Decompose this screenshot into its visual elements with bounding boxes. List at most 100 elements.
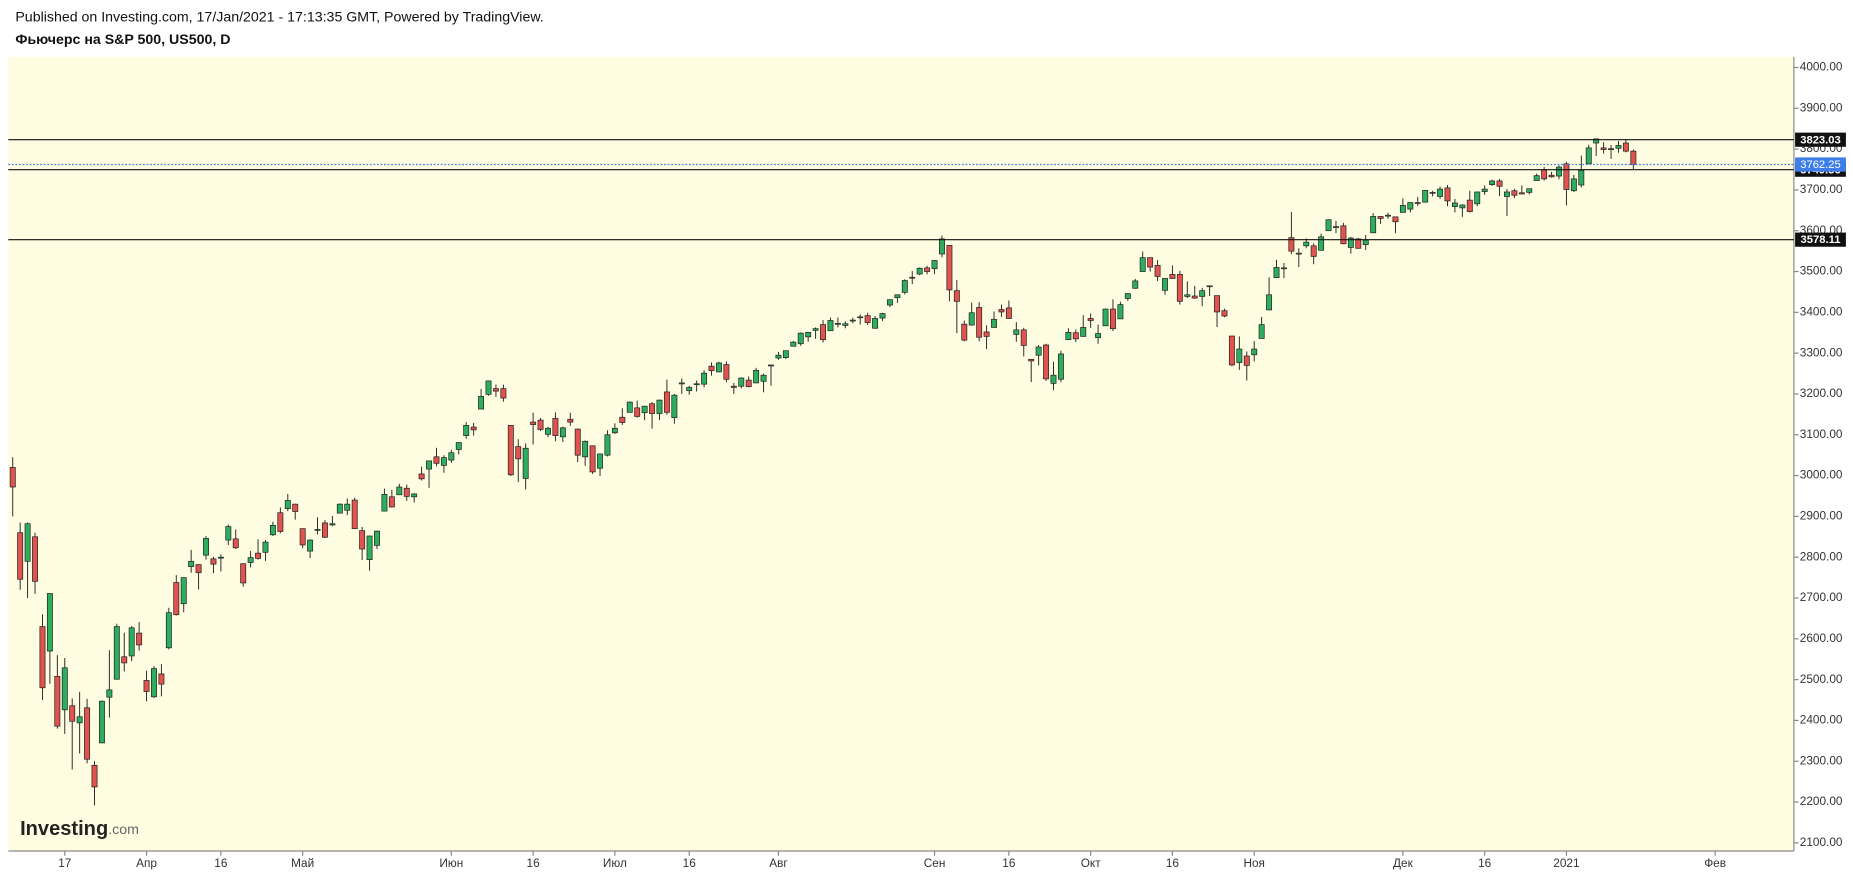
candle-body [1496, 180, 1503, 187]
candle-body [485, 380, 492, 395]
level-label-bg [1795, 132, 1846, 147]
candle-body [693, 383, 700, 386]
candle-body [232, 538, 239, 549]
candle-body [1622, 142, 1629, 152]
y-tick-label: 2500.00 [1800, 672, 1843, 686]
brand-name: Investing [20, 818, 108, 840]
candle-body [225, 526, 232, 541]
candle-body [775, 354, 782, 359]
y-tick-label: 2900.00 [1800, 509, 1843, 523]
candle-body [812, 328, 819, 331]
candle-body [121, 656, 128, 664]
candle-body [448, 452, 455, 461]
candle-body [886, 299, 893, 306]
candle-body [195, 564, 202, 574]
candle-body [604, 434, 611, 456]
candle-body [1258, 324, 1265, 339]
x-tick-label: 16 [527, 856, 541, 870]
candle-body [1013, 329, 1020, 335]
candle-body [1184, 294, 1191, 297]
candle-body [820, 324, 826, 341]
candle-body [745, 379, 752, 387]
candle-body [1459, 204, 1466, 209]
candle-body [1080, 327, 1087, 337]
candle-body [730, 385, 737, 388]
candle-body [262, 541, 269, 553]
x-tick-label: Июл [603, 856, 627, 870]
candle-body [1050, 374, 1057, 384]
candle-body [790, 341, 797, 347]
candle-body [1065, 331, 1072, 341]
candle-body [701, 372, 708, 385]
x-tick-label: Дек [1393, 856, 1414, 870]
candle-body [1630, 150, 1637, 165]
candle-body [32, 536, 38, 582]
candle-body [1600, 147, 1607, 150]
candle-body [515, 446, 522, 460]
candle-body [998, 309, 1005, 313]
candle-body [247, 557, 254, 563]
candle-body [240, 563, 247, 584]
x-tick-label: 2021 [1553, 856, 1579, 870]
candle-body [336, 503, 343, 514]
candle-body [805, 331, 812, 338]
candle-body [961, 323, 968, 341]
candle-body [797, 332, 804, 345]
candle-body [1615, 145, 1622, 149]
candle-body [1377, 216, 1384, 219]
published-note: Published on Investing.com, 17/Jan/2021 … [15, 10, 543, 26]
candle-body [284, 500, 291, 509]
candle-body [931, 260, 938, 270]
candle-body [968, 312, 975, 326]
candles [9, 138, 1637, 806]
chart-title: Фьючерс на S&P 500, US500, D [15, 32, 230, 48]
candle-body [1333, 226, 1339, 228]
candle-body [1362, 239, 1369, 245]
candle-body [292, 503, 299, 512]
candle-body [678, 382, 685, 385]
y-tick-label: 4000.00 [1800, 60, 1843, 74]
x-tick-label: Май [291, 856, 314, 870]
candle-body [641, 405, 648, 414]
candle-body [1511, 190, 1518, 196]
candle-body [1043, 344, 1050, 380]
candle-body [1005, 307, 1012, 319]
candle-body [1028, 358, 1035, 362]
candle-body [916, 267, 923, 275]
candle-body [939, 238, 945, 255]
x-tick-label: Авг [769, 856, 787, 870]
candle-body [217, 556, 224, 559]
candle-body [1266, 294, 1273, 311]
candle-body [842, 323, 849, 326]
candle-body [522, 447, 529, 479]
level-label: 3823.03 [1800, 134, 1841, 146]
candle-body [1206, 285, 1213, 288]
candle-body [686, 387, 693, 392]
x-tick-label: Сен [924, 856, 946, 870]
candle-body [864, 315, 871, 323]
x-tick-label: Фев [1704, 856, 1726, 870]
candle-body [1422, 189, 1429, 203]
y-tick-label: 2800.00 [1800, 549, 1843, 563]
candle-body [1228, 335, 1235, 366]
x-tick-label: 16 [1166, 856, 1180, 870]
candle-body [61, 667, 68, 711]
candle-body [329, 523, 336, 526]
candle-body [158, 673, 165, 685]
x-tick-label: 17 [58, 856, 71, 870]
candle-body [478, 396, 485, 410]
candle-body [626, 401, 633, 413]
candle-body [46, 593, 53, 652]
candle-body [946, 245, 953, 291]
candle-body [492, 388, 499, 392]
candle-body [708, 365, 715, 372]
x-tick-label: 16 [1002, 856, 1016, 870]
candle-body [619, 416, 626, 423]
candle-body [374, 530, 380, 546]
candle-body [1132, 280, 1139, 289]
candle-body [344, 503, 351, 511]
candle-body [530, 421, 537, 425]
candle-body [649, 403, 656, 414]
candle-body [1541, 169, 1548, 180]
